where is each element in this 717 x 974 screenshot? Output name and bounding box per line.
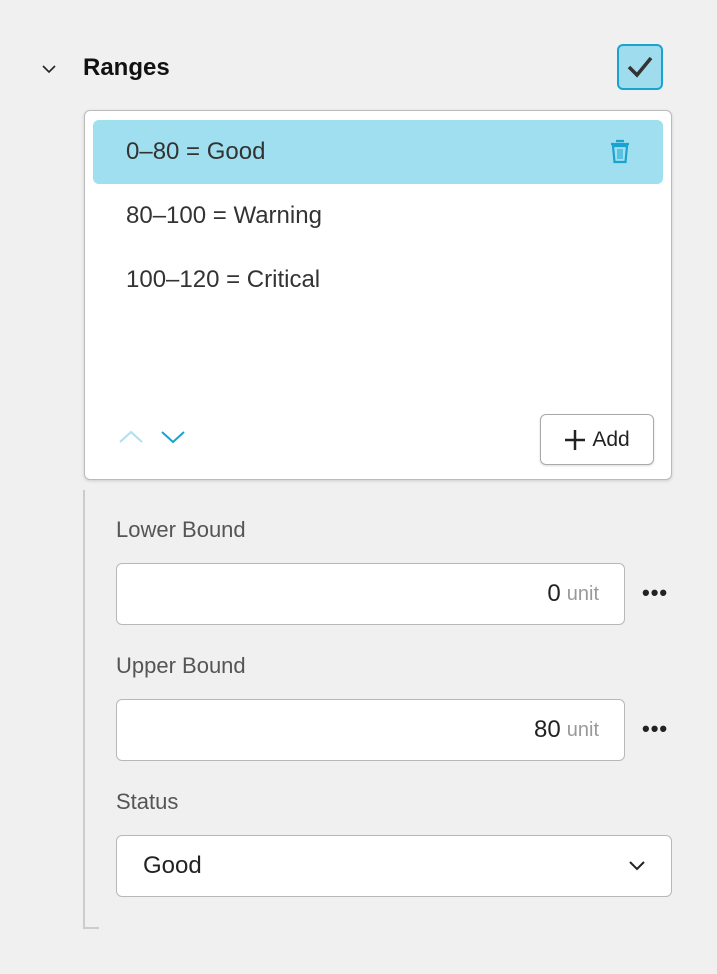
range-label: 80–100 = Warning [126,202,322,229]
range-label: 100–120 = Critical [126,266,321,293]
lower-bound-unit: unit [566,582,599,605]
move-up-icon[interactable] [118,428,144,446]
upper-bound-input[interactable]: 80 unit [116,699,625,761]
upper-bound-value: 80 [534,716,561,743]
collapse-chevron-icon[interactable] [40,60,58,78]
ranges-list: 0–80 = Good 80–100 = Warning 100–120 = C… [84,110,672,480]
add-label: Add [592,427,630,451]
list-item[interactable]: 80–100 = Warning [93,184,663,248]
chevron-down-icon [629,861,645,871]
upper-bound-label: Upper Bound [116,653,246,678]
range-label: 0–80 = Good [126,138,266,165]
upper-bound-more-button[interactable]: ••• [642,716,669,741]
lower-bound-label: Lower Bound [116,517,246,542]
status-select[interactable]: Good [116,835,672,897]
trash-icon[interactable] [609,138,631,164]
enable-checkbox[interactable] [617,44,663,90]
plus-icon [565,429,586,450]
lower-bound-input[interactable]: 0 unit [116,563,625,625]
lower-bound-value: 0 [547,580,561,607]
checkmark-icon [627,56,653,78]
lower-bound-more-button[interactable]: ••• [642,580,669,605]
status-label: Status [116,789,179,814]
list-item[interactable]: 100–120 = Critical [93,248,663,312]
status-value: Good [143,852,202,879]
section-title: Ranges [83,54,170,81]
tree-line [83,490,85,928]
move-down-icon[interactable] [160,428,186,446]
tree-line-end [83,927,99,929]
add-button[interactable]: Add [540,414,654,465]
list-item[interactable]: 0–80 = Good [93,120,663,184]
upper-bound-unit: unit [566,718,599,741]
